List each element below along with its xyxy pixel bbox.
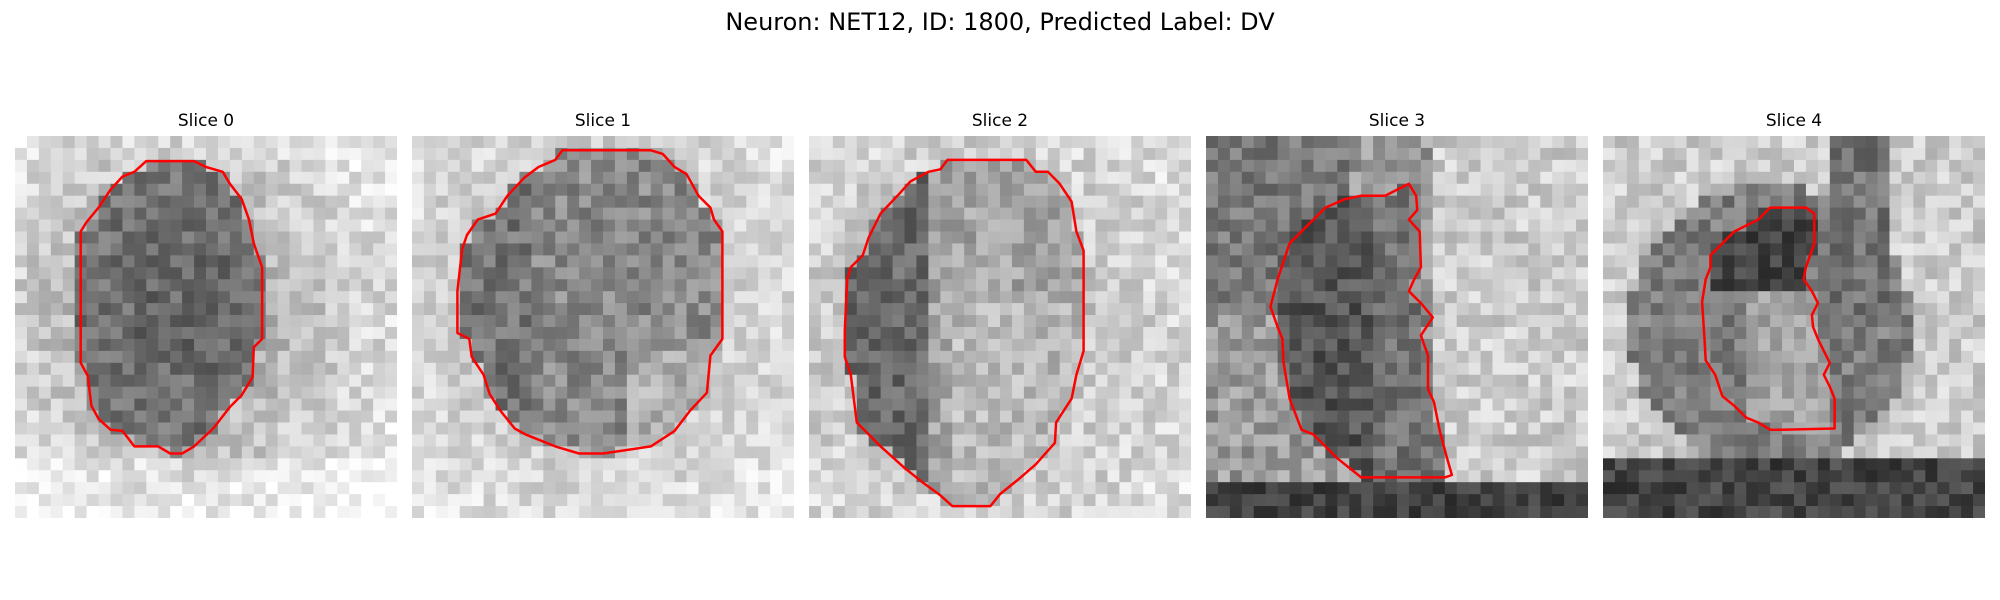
- slice-title: Slice 4: [1765, 111, 1823, 131]
- slice-panel-3: Slice 3: [1206, 110, 1588, 518]
- neuron-outline: [843, 158, 1085, 508]
- pixel-grid: [809, 136, 1191, 518]
- pixel-grid: [412, 136, 794, 518]
- slice-image: [412, 136, 794, 518]
- slice-panel-4: Slice 4: [1603, 110, 1985, 518]
- slice-image: [809, 136, 1191, 518]
- neuron-outline: [79, 159, 264, 455]
- neuron-outline: [1700, 206, 1836, 431]
- slice-panel-1: Slice 1: [412, 110, 794, 518]
- pixel-grid: [1206, 136, 1588, 518]
- pixel-grid: [15, 136, 397, 518]
- slice-panel-0: Slice 0: [15, 110, 397, 518]
- slice-panel-2: Slice 2: [809, 110, 1191, 518]
- slice-title: Slice 3: [1368, 111, 1426, 131]
- neuron-outline: [456, 149, 724, 455]
- slice-image: [15, 136, 397, 518]
- slice-title: Slice 2: [971, 111, 1029, 131]
- slice-title: Slice 1: [574, 111, 632, 131]
- slice-image: [1603, 136, 1985, 518]
- neuron-outline: [1269, 182, 1454, 479]
- pixel-grid: [1603, 136, 1985, 518]
- figure-title: Neuron: NET12, ID: 1800, Predicted Label…: [725, 8, 1275, 36]
- slice-title: Slice 0: [177, 111, 235, 131]
- slice-image: [1206, 136, 1588, 518]
